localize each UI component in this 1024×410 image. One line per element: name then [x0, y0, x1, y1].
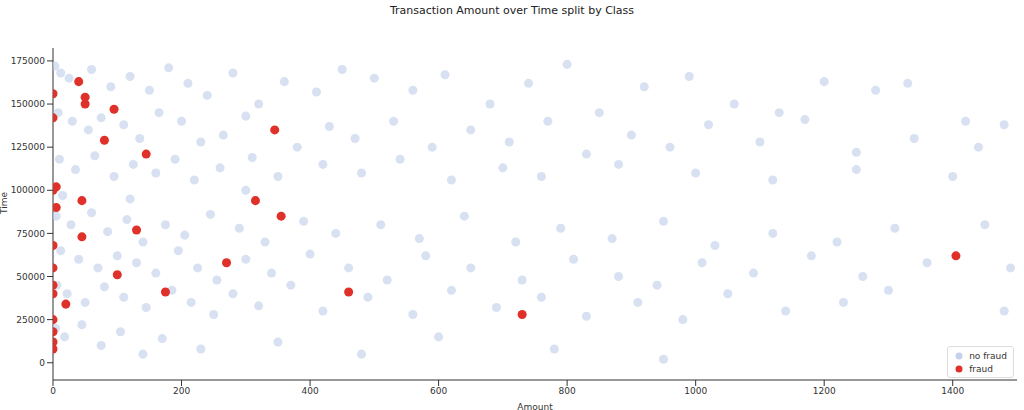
svg-text:Amount: Amount	[517, 402, 553, 410]
html-text:Transaction Amount over Time s: Transaction Amount over Time split by Cl…	[389, 4, 635, 17]
html-text:fraud: fraud	[969, 363, 993, 374]
html-text:no fraud: no fraud	[969, 350, 1007, 361]
svg-text:200: 200	[173, 386, 190, 396]
svg-text:100000: 100000	[11, 185, 46, 195]
svg-text:Time: Time	[8, 192, 9, 215]
svg-text:1000: 1000	[684, 386, 707, 396]
svg-text:1400: 1400	[941, 386, 964, 396]
svg-text:600: 600	[430, 386, 447, 396]
svg-text:150000: 150000	[11, 99, 46, 109]
svg-text:50000: 50000	[16, 272, 45, 282]
svg-text:1200: 1200	[813, 386, 836, 396]
svg-text:25000: 25000	[16, 315, 45, 325]
svg-text:125000: 125000	[11, 142, 46, 152]
svg-text:175000: 175000	[11, 56, 46, 66]
svg-text:0: 0	[39, 358, 45, 368]
svg-text:0: 0	[50, 386, 56, 396]
svg-text:400: 400	[301, 386, 318, 396]
svg-text:800: 800	[559, 386, 576, 396]
svg-text:75000: 75000	[16, 229, 45, 239]
